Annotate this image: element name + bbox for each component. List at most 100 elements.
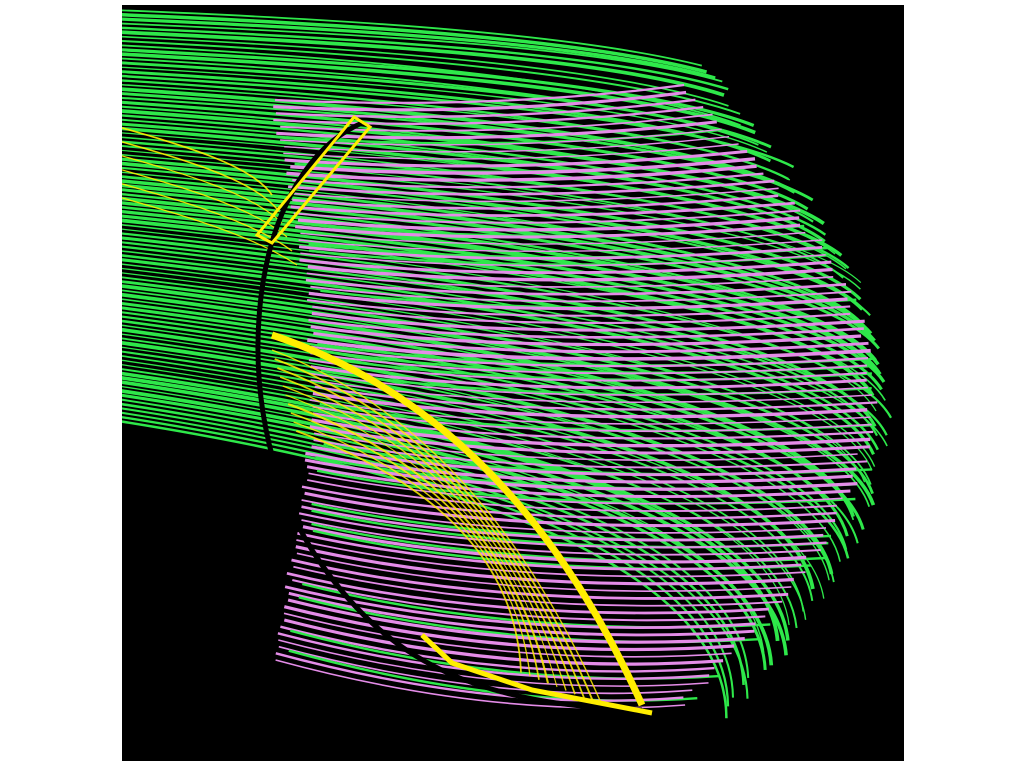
violet-fiber — [313, 439, 868, 469]
green-fiber — [122, 22, 723, 83]
violet-fiber — [312, 405, 872, 433]
green-fiber — [122, 368, 798, 629]
violet-fiber — [312, 412, 874, 440]
green-fiber — [122, 35, 729, 107]
violet-fiber — [313, 331, 869, 354]
green-fiber — [122, 109, 825, 226]
violet-fiber — [313, 432, 858, 461]
green-fiber — [122, 337, 835, 583]
violet-fiber — [310, 352, 867, 375]
yellow-upper-fiber — [122, 197, 298, 266]
violet-fiber — [311, 311, 865, 332]
violet-fiber — [307, 338, 871, 361]
violet-fiber — [311, 418, 871, 448]
fiber-visualization-canvas — [122, 5, 904, 761]
green-fiber — [122, 100, 809, 211]
green-fiber — [122, 83, 791, 181]
green-fiber — [122, 359, 807, 620]
violet-fiber — [284, 135, 730, 153]
violet-fiber — [308, 359, 867, 382]
violet-fiber — [298, 245, 823, 260]
violet-fiber — [304, 458, 858, 491]
violet-fiber — [312, 305, 851, 324]
yellow-upper-fiber — [122, 141, 278, 210]
yellow-fiber — [285, 394, 558, 688]
yellow-upper-fiber — [122, 169, 288, 238]
yellow-fiber — [274, 358, 594, 702]
green-fiber — [122, 301, 865, 530]
yellow-cap-upper — [254, 115, 373, 245]
green-fiber — [122, 17, 716, 80]
green-fiber — [122, 272, 866, 483]
green-fiber — [122, 40, 741, 115]
violet-fiber — [306, 465, 851, 498]
green-fiber — [122, 183, 876, 342]
violet-fiber — [286, 164, 757, 182]
yellow-fiber — [295, 430, 522, 673]
green-fiber — [122, 402, 745, 685]
violet-fiber — [277, 632, 710, 680]
violet-fiber — [310, 285, 852, 303]
green-fiber — [122, 267, 873, 471]
green-fiber — [122, 254, 879, 451]
violet-fiber — [283, 618, 724, 666]
violet-fiber — [307, 479, 837, 512]
yellow-upper-fiber — [122, 155, 283, 224]
violet-fiber — [296, 539, 806, 578]
green-fiber — [122, 218, 875, 397]
violet-fiber — [301, 519, 821, 556]
violet-fiber — [304, 491, 836, 528]
violet-fiber — [307, 265, 833, 282]
yellow-fiber — [277, 367, 585, 699]
violet-fiber — [292, 172, 764, 189]
green-fiber — [122, 87, 796, 194]
green-fiber — [122, 389, 774, 666]
green-fiber — [122, 292, 855, 518]
violet-fiber — [293, 209, 801, 224]
violet-fiber — [308, 291, 848, 311]
violet-fiber — [280, 113, 713, 132]
violet-fiber — [292, 194, 779, 210]
yellow-main-fiber — [270, 331, 646, 707]
violet-fiber — [309, 425, 871, 455]
violet-fiber — [275, 83, 685, 104]
violet-fiber — [297, 216, 800, 232]
green-fiber — [122, 66, 768, 153]
violet-fiber — [308, 318, 864, 339]
yellow-fiber — [287, 403, 550, 684]
violet-fiber — [299, 258, 832, 275]
green-fiber — [122, 13, 708, 74]
violet-fiber — [310, 345, 869, 368]
violet-fiber — [298, 239, 823, 252]
violet-fiber — [290, 157, 756, 175]
violet-fiber — [275, 652, 684, 702]
violet-fiber — [297, 531, 802, 571]
green-fiber — [122, 48, 755, 127]
green-fiber — [122, 149, 862, 284]
violet-fiber — [293, 565, 783, 607]
violet-fiber — [280, 625, 715, 673]
yellow-fiber — [282, 385, 567, 691]
violet-fiber — [302, 525, 807, 564]
green-fiber — [122, 30, 725, 97]
yellow-highlight-fibers — [122, 126, 646, 707]
violet-fiber — [308, 472, 843, 505]
violet-fiber — [301, 485, 837, 520]
violet-fiber — [310, 365, 867, 390]
violet-fiber — [284, 149, 748, 168]
green-fiber — [122, 407, 749, 699]
violet-fiber — [283, 605, 735, 652]
yellow-fiber — [293, 421, 531, 677]
violet-fiber — [310, 379, 873, 404]
green-fiber — [122, 166, 871, 317]
violet-fiber — [290, 201, 795, 217]
green-fiber — [122, 315, 848, 550]
violet-fiber — [314, 385, 878, 411]
green-fiber — [122, 157, 862, 301]
violet-fiber — [287, 179, 775, 196]
violet-fiber — [273, 90, 687, 112]
green-fiber — [122, 26, 729, 91]
violet-fiber — [275, 98, 696, 118]
violet-fiber — [305, 278, 847, 296]
violet-fiber — [283, 612, 732, 658]
